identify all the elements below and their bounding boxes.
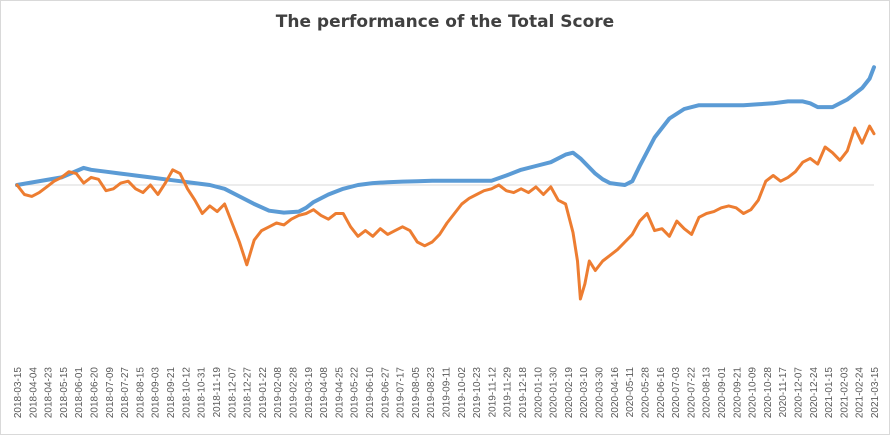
x-tick-label: 2020-06-16: [656, 367, 667, 419]
x-tick-label: 2019-10-02: [457, 367, 468, 419]
x-tick-label: 2020-11-17: [778, 367, 789, 418]
x-tick-label: 2019-05-22: [350, 367, 361, 419]
series-layer: [15, 65, 876, 301]
x-tick-label: 2018-07-09: [105, 367, 116, 419]
x-tick-label: 2020-02-19: [564, 367, 575, 419]
x-tick-label: 2019-10-23: [472, 367, 483, 419]
x-tick-label: 2021-01-15: [824, 367, 835, 419]
x-tick-label: 2020-04-16: [610, 367, 621, 419]
x-tick-label: 2019-07-17: [396, 367, 407, 419]
x-tick-label: 2019-08-23: [426, 367, 437, 419]
x-tick-label: 2019-08-05: [411, 367, 422, 419]
x-tick-label: 2019-04-08: [319, 367, 330, 419]
x-tick-label: 2018-10-31: [197, 367, 208, 419]
x-tick-label: 2018-10-12: [181, 367, 192, 419]
x-tick-label: 2019-09-11: [442, 367, 453, 418]
x-tick-label: 2020-05-11: [625, 367, 636, 418]
x-tick-label: 2019-11-29: [503, 367, 514, 418]
x-tick-label: 2018-11-19: [212, 367, 223, 418]
x-tick-label: 2019-03-19: [304, 367, 315, 419]
x-tick-label: 2019-11-12: [487, 367, 498, 418]
x-tick-label: 2020-12-24: [809, 367, 820, 419]
x-tick-label: 2020-10-28: [763, 367, 774, 419]
series-line-1: [15, 65, 876, 215]
x-tick-label: 2019-02-08: [273, 367, 284, 419]
x-tick-label: 2018-09-21: [166, 367, 177, 419]
x-tick-label: 2019-06-10: [365, 367, 376, 419]
x-tick-label: 2018-03-15: [13, 367, 24, 419]
x-tick-label: 2020-12-07: [794, 367, 805, 419]
x-tick-label: 2019-12-18: [518, 367, 529, 419]
x-tick-label: 2019-04-25: [334, 367, 345, 419]
x-axis-tick-labels: 2018-03-15 2018-04-04 2018-04-23 2018-05-15…: [13, 367, 881, 419]
series-line-2: [15, 124, 876, 301]
x-tick-label: 2021-02-24: [855, 367, 866, 419]
x-tick-label: 2018-08-15: [135, 367, 146, 419]
x-tick-label: 2020-01-30: [549, 367, 560, 419]
x-tick-label: 2020-07-03: [671, 367, 682, 419]
x-tick-label: 2020-03-10: [579, 367, 590, 419]
x-tick-label: 2021-02-03: [839, 367, 850, 419]
x-tick-label: 2018-12-07: [227, 367, 238, 419]
x-tick-label: 2018-04-23: [44, 367, 55, 419]
x-tick-label: 2020-08-13: [702, 367, 713, 419]
chart-title: The performance of the Total Score: [275, 12, 615, 32]
x-tick-label: 2018-06-01: [74, 367, 85, 419]
x-tick-label: 2018-05-15: [59, 367, 70, 419]
x-tick-label: 2020-09-21: [732, 367, 743, 419]
x-tick-label: 2018-04-04: [28, 367, 39, 419]
x-tick-label: 2020-10-09: [748, 367, 759, 419]
x-tick-label: 2020-01-10: [533, 367, 544, 419]
x-tick-label: 2020-09-01: [717, 367, 728, 419]
x-tick-label: 2019-06-27: [380, 367, 391, 419]
x-tick-label: 2020-07-22: [686, 367, 697, 419]
x-tick-label: 2018-06-20: [90, 367, 101, 419]
x-tick-label: 2020-03-30: [595, 367, 606, 419]
x-tick-label: 2018-09-03: [151, 367, 162, 419]
x-tick-label: 2018-12-27: [243, 367, 254, 419]
x-tick-label: 2020-05-28: [640, 367, 651, 419]
x-tick-label: 2021-03-15: [870, 367, 881, 419]
x-tick-label: 2019-02-28: [289, 367, 300, 419]
x-tick-label: 2019-01-22: [258, 367, 269, 419]
x-tick-label: 2018-07-27: [120, 367, 131, 419]
